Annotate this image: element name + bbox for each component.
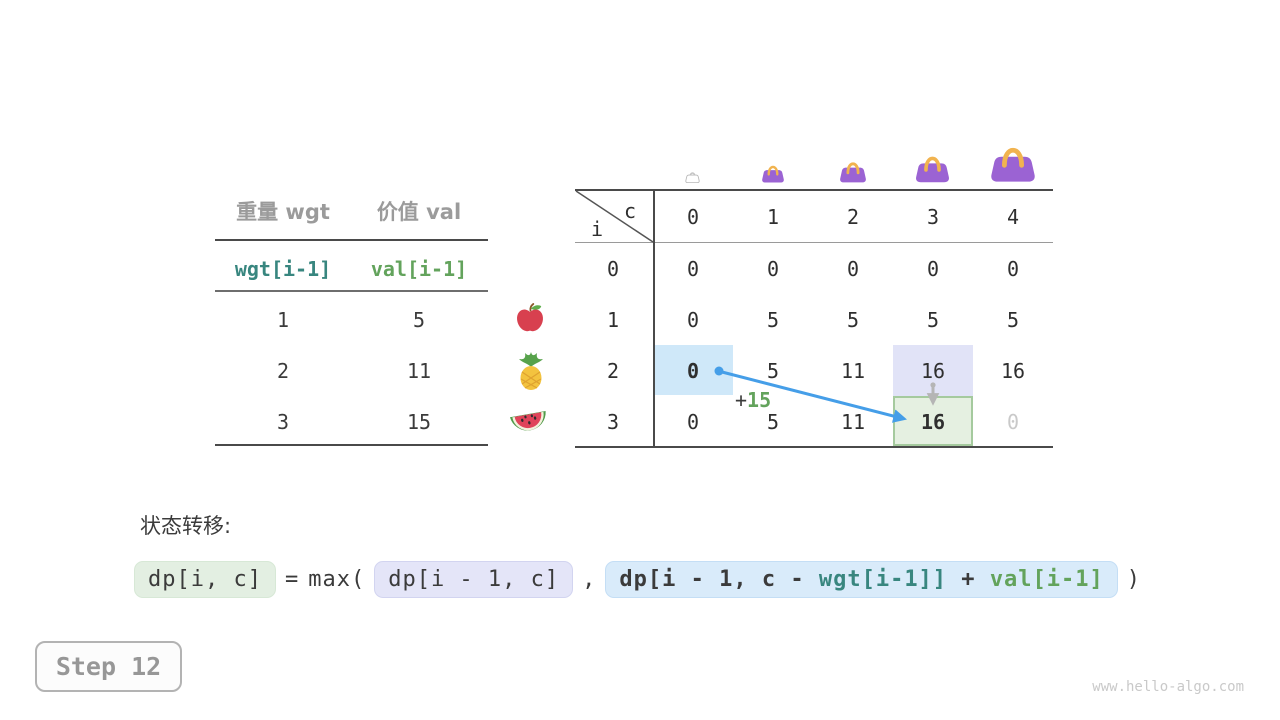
item-val-2: 11 bbox=[406, 359, 432, 383]
pineapple-icon bbox=[515, 351, 547, 391]
watermark: www.hello-algo.com bbox=[1092, 679, 1244, 695]
added-value: 15 bbox=[747, 388, 772, 412]
bag-icon-capacity-1 bbox=[761, 162, 785, 183]
transition-section-label: 状态转移: bbox=[140, 514, 232, 538]
dp-row-header-2: 2 bbox=[606, 359, 620, 383]
dp-cell-2-4: 16 bbox=[1000, 359, 1026, 383]
item-table-var-val: val[i-1] bbox=[370, 257, 468, 281]
formula-arg2-val: val[i-1] bbox=[989, 567, 1104, 592]
dp-cell-3-1: 5 bbox=[766, 410, 780, 434]
dp-col-header-3: 3 bbox=[926, 205, 940, 229]
apple-icon bbox=[515, 302, 545, 334]
dp-col-header-2: 2 bbox=[846, 205, 860, 229]
dp-cell-3-2: 11 bbox=[840, 410, 866, 434]
dp-cell-0-0: 0 bbox=[686, 257, 700, 281]
item-wgt-1: 1 bbox=[276, 308, 290, 332]
item-table-var-wgt: wgt[i-1] bbox=[234, 257, 332, 281]
dp-cell-2-3: 16 bbox=[920, 359, 946, 383]
formula-arg2-prefix: dp[i - 1, c - bbox=[619, 567, 819, 592]
dp-cell-1-0: 0 bbox=[686, 308, 700, 332]
dp-corner-diagonal bbox=[575, 190, 654, 243]
formula-arg2-plus: + bbox=[947, 567, 990, 592]
dp-row-header-3: 3 bbox=[606, 410, 620, 434]
dp-cell-3-0: 0 bbox=[686, 410, 700, 434]
transition-add-annotation: +15 bbox=[735, 388, 771, 412]
dp-cell-1-3: 5 bbox=[926, 308, 940, 332]
item-table-rule-top bbox=[215, 239, 488, 241]
step-badge: Step 12 bbox=[35, 641, 182, 692]
dp-cell-3-4: 0 bbox=[1006, 410, 1020, 434]
formula-equals: = bbox=[284, 567, 300, 592]
formula-comma: , bbox=[582, 567, 597, 592]
dp-cell-0-2: 0 bbox=[846, 257, 860, 281]
item-wgt-2: 2 bbox=[276, 359, 290, 383]
formula-max-open: max( bbox=[308, 567, 366, 592]
dp-col-header-4: 4 bbox=[1006, 205, 1020, 229]
dp-cell-2-0: 0 bbox=[686, 359, 700, 383]
dp-cell-0-1: 0 bbox=[766, 257, 780, 281]
formula-arg2-wgt: wgt[i-1]] bbox=[818, 567, 948, 592]
item-val-1: 5 bbox=[412, 308, 426, 332]
dp-cell-2-1: 5 bbox=[766, 359, 780, 383]
dp-col-header-0: 0 bbox=[686, 205, 700, 229]
formula-close-paren: ) bbox=[1126, 567, 1142, 592]
formula-lhs-box: dp[i, c] bbox=[134, 561, 276, 598]
dp-table-rule-top bbox=[575, 189, 1053, 191]
dp-cell-3-3: 16 bbox=[920, 410, 946, 434]
item-table-rule-mid bbox=[215, 290, 488, 292]
bag-icon-capacity-2 bbox=[839, 158, 867, 183]
item-table-rule-bottom bbox=[215, 444, 488, 446]
dp-corner-row-var: i bbox=[590, 217, 604, 241]
dp-cell-1-2: 5 bbox=[846, 308, 860, 332]
item-val-3: 15 bbox=[406, 410, 432, 434]
dp-cell-0-4: 0 bbox=[1006, 257, 1020, 281]
bag-icon-capacity-3 bbox=[915, 151, 950, 183]
formula-arg2-box: dp[i - 1, c - wgt[i-1]] + val[i-1] bbox=[605, 561, 1118, 598]
transition-formula: dp[i, c] = max( dp[i - 1, c] , dp[i - 1,… bbox=[134, 561, 1141, 598]
dp-row-header-1: 1 bbox=[606, 308, 620, 332]
dp-cell-0-3: 0 bbox=[926, 257, 940, 281]
bag-icon-capacity-4 bbox=[990, 140, 1036, 183]
watermelon-icon bbox=[508, 405, 550, 437]
dp-cell-1-4: 5 bbox=[1006, 308, 1020, 332]
item-table-header-value: 价值 val bbox=[376, 200, 462, 224]
dp-cell-1-1: 5 bbox=[766, 308, 780, 332]
dp-cell-2-2: 11 bbox=[840, 359, 866, 383]
dp-table-rule-header bbox=[575, 242, 1053, 243]
item-table-header-weight: 重量 wgt bbox=[236, 200, 330, 224]
plus-sign: + bbox=[735, 388, 748, 412]
dp-table-rule-bottom bbox=[575, 446, 1053, 448]
dp-col-header-1: 1 bbox=[766, 205, 780, 229]
bag-icon-capacity-0 bbox=[685, 170, 700, 183]
item-wgt-3: 3 bbox=[276, 410, 290, 434]
formula-arg1-box: dp[i - 1, c] bbox=[374, 561, 574, 598]
dp-table-rule-vertical bbox=[653, 189, 655, 448]
dp-row-header-0: 0 bbox=[606, 257, 620, 281]
dp-corner-col-var: c bbox=[623, 199, 637, 223]
